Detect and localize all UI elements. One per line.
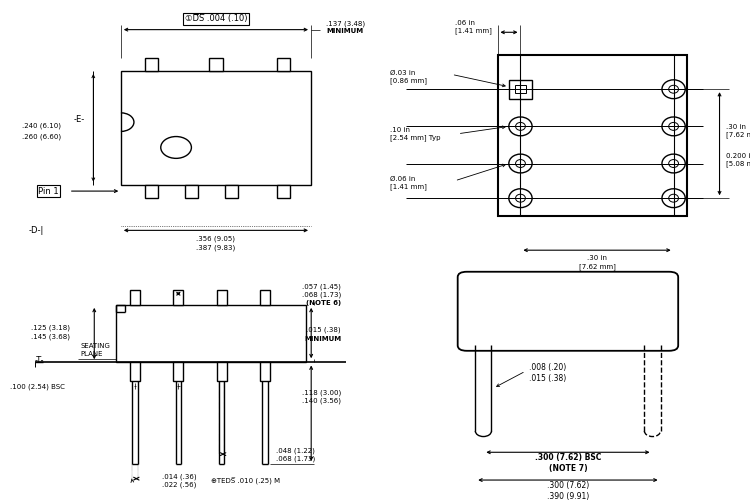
Bar [224,184,238,198]
Bar [145,184,158,198]
Text: .387 (9.83): .387 (9.83) [196,244,236,251]
Circle shape [515,194,525,202]
Text: .06 in
[1.41 mm]: .06 in [1.41 mm] [454,20,491,34]
Text: -D-|: -D-| [29,226,44,235]
Circle shape [669,194,679,202]
Text: .300 (7.62)
.390 (9.91): .300 (7.62) .390 (9.91) [547,480,589,500]
Text: ①D̅S̅ .004 (.10): ①D̅S̅ .004 (.10) [184,14,248,23]
Circle shape [669,160,679,168]
Bar [173,290,184,305]
Text: .125 (3.18): .125 (3.18) [31,324,70,331]
Text: .008 (.20)
.015 (.38): .008 (.20) .015 (.38) [530,363,566,384]
Circle shape [515,122,525,130]
Circle shape [160,136,191,158]
Text: MINIMUM: MINIMUM [304,336,341,342]
Text: .356 (9.05): .356 (9.05) [196,236,236,242]
Text: .145 (3.68): .145 (3.68) [31,334,70,340]
Text: -T-: -T- [34,356,44,364]
Text: .30 in
[7.62 mm]: .30 in [7.62 mm] [726,124,750,138]
Text: Ø.03 in
[0.86 mm]: Ø.03 in [0.86 mm] [390,70,427,84]
Bar [260,290,270,305]
Bar [260,362,270,380]
Text: .068 (1.73): .068 (1.73) [302,292,341,298]
Text: .022 (.56): .022 (.56) [162,482,196,488]
Text: .137 (3.48): .137 (3.48) [326,21,365,28]
Text: (NOTE 6): (NOTE 6) [306,300,341,306]
Text: Pin 1: Pin 1 [38,186,58,196]
Text: .140 (3.56): .140 (3.56) [302,398,341,404]
Text: MINIMUM: MINIMUM [326,28,364,34]
Bar [130,290,140,305]
Circle shape [662,117,686,136]
Text: .068 (1.73): .068 (1.73) [276,456,315,462]
Bar [217,290,226,305]
Text: .015 (.38): .015 (.38) [307,326,341,332]
Circle shape [662,189,686,208]
Bar [277,184,290,198]
Text: .057 (1.45): .057 (1.45) [302,284,341,290]
Bar [515,85,526,94]
FancyBboxPatch shape [458,272,678,351]
Bar [145,58,158,71]
Circle shape [669,122,679,130]
Text: .30 in
[7.62 mm]: .30 in [7.62 mm] [578,256,616,270]
Text: .118 (3.00): .118 (3.00) [302,390,341,396]
Bar [116,305,306,362]
Text: SEATING
PLANE: SEATING PLANE [81,343,110,356]
Bar [497,54,687,216]
Text: .240 (6.10): .240 (6.10) [22,122,62,129]
Bar [277,58,290,71]
Bar [509,80,532,98]
Text: .260 (6.60): .260 (6.60) [22,134,62,140]
Text: ⊕TEDS̅ .010 (.25) M: ⊕TEDS̅ .010 (.25) M [211,478,280,486]
Circle shape [509,154,532,173]
Text: .300 (7.62) BSC
(NOTE 7): .300 (7.62) BSC (NOTE 7) [535,453,602,473]
Text: -E-: -E- [74,114,86,124]
Circle shape [509,189,532,208]
Text: .10 in
[2.54 mm] Typ: .10 in [2.54 mm] Typ [390,126,441,141]
Circle shape [515,160,525,168]
Circle shape [662,154,686,173]
Text: Ø.06 in
[1.41 mm]: Ø.06 in [1.41 mm] [390,176,427,190]
Text: .100 (2.54) BSC: .100 (2.54) BSC [10,384,65,390]
Bar [209,58,223,71]
Bar [173,362,184,380]
Bar [130,362,140,380]
Bar [121,71,311,184]
Text: .048 (1.22): .048 (1.22) [276,448,315,454]
Text: 0.200 in
[5.08 mm]: 0.200 in [5.08 mm] [726,152,750,167]
Text: .014 (.36): .014 (.36) [162,474,196,480]
Circle shape [509,117,532,136]
Circle shape [662,80,686,98]
Bar [217,362,226,380]
Bar [184,184,198,198]
Circle shape [669,86,679,93]
